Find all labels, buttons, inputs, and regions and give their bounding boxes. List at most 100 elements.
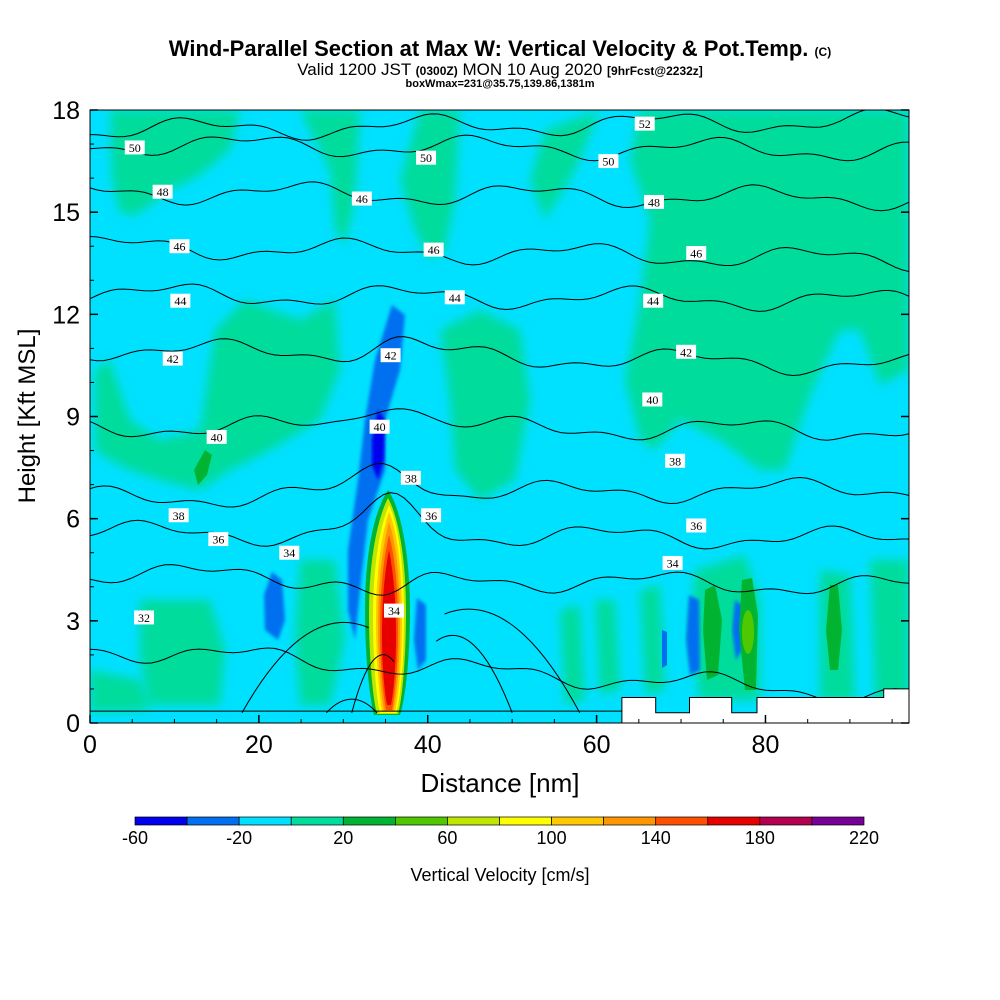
contour-label-box	[383, 603, 404, 618]
forecast-tag: [9hrFcst@2232z]	[607, 64, 703, 78]
colorbar-swatch	[707, 816, 761, 826]
contour-label-box	[665, 453, 686, 468]
contour-label-text: 48	[157, 185, 169, 199]
terrain-fill	[90, 688, 909, 723]
contour-label: 50	[416, 150, 437, 165]
contour-label: 46	[423, 242, 444, 257]
theta-contour-44	[90, 283, 909, 312]
contour-label-box	[444, 290, 465, 305]
colorbar-swatch	[551, 816, 604, 826]
contour-label: 42	[162, 351, 183, 366]
contour-label: 42	[676, 344, 697, 359]
contour-label-text: 48	[648, 195, 660, 209]
colorbar-tick-label: 100	[537, 828, 567, 848]
theta-contour-48	[90, 181, 909, 212]
colorbar-swatch	[811, 816, 865, 826]
contour-label-text: 44	[449, 291, 461, 305]
downdraft-cores	[264, 305, 742, 675]
contour-label-text: 46	[428, 243, 440, 257]
colorbar-tick-label: 140	[641, 828, 671, 848]
colorbar-swatch	[134, 816, 188, 826]
contour-label: 34	[279, 545, 300, 560]
theta-contour-lowlevel	[435, 635, 513, 713]
title-text: Wind-Parallel Section at Max W: Vertical…	[168, 36, 809, 61]
contour-label-box	[400, 470, 421, 485]
valid-prefix: Valid 1200 JST	[297, 60, 411, 79]
x-tick-label: 80	[752, 731, 780, 759]
contour-label-box	[416, 150, 437, 165]
contour-label: 46	[686, 246, 707, 261]
contour-label-box	[279, 545, 300, 560]
theta-contour-lowlevel	[444, 608, 581, 714]
theta-contour-lowlevel	[241, 621, 369, 714]
colorbar: -60 -20 20 60 100 140 180 220	[122, 816, 879, 848]
contour-label-text: 36	[690, 519, 702, 533]
contour-label: 40	[206, 429, 227, 444]
colorbar-swatch	[238, 816, 292, 826]
contour-label: 44	[170, 293, 191, 308]
contour-label-box	[643, 293, 664, 308]
contour-label-box	[598, 154, 619, 169]
y-tick-label: 9	[66, 404, 80, 432]
contour-label-text: 40	[211, 430, 223, 444]
colorbar-swatch	[290, 816, 344, 826]
x-tick-label: 60	[583, 731, 611, 759]
y-tick-label: 0	[66, 710, 80, 738]
colorbar-tick-label: 20	[333, 828, 353, 848]
theta-contour-46	[90, 236, 909, 272]
y-tick-label: 12	[52, 301, 80, 329]
contour-label-text: 42	[167, 352, 179, 366]
contour-label-text: 40	[646, 393, 658, 407]
colorbar-swatch	[759, 816, 813, 826]
colorbar-swatch	[603, 816, 657, 826]
contour-label-text: 40	[374, 420, 386, 434]
theta-contour-52	[90, 110, 909, 141]
y-tick-label: 3	[66, 608, 80, 636]
copyright-mark: (C)	[814, 45, 832, 59]
contour-label-text: 42	[385, 349, 397, 363]
theta-contour-40	[90, 408, 909, 441]
theta-contour-38	[90, 463, 909, 508]
contour-label: 38	[168, 508, 189, 523]
y-tick-label: 15	[52, 199, 80, 227]
contour-label: 52	[634, 116, 655, 131]
contour-label: 32	[134, 610, 155, 625]
y-tick-label: 18	[52, 97, 80, 125]
colorbar-label: Vertical Velocity [cm/s]	[410, 865, 589, 885]
colorbar-tick-label: 60	[437, 828, 457, 848]
contour-label: 48	[644, 194, 665, 209]
contour-label: 40	[369, 419, 390, 434]
contour-label-text: 32	[138, 611, 150, 625]
weak-updraft-cores	[194, 450, 842, 690]
velocity-field: 50 50 50 52 48 48 46 46 46 46 44 44 44 42 42 42 40 40 40 38…	[90, 110, 909, 723]
x-tick-label: 40	[414, 731, 442, 759]
contour-label: 34	[662, 555, 683, 570]
colorbar-tick-label: -60	[122, 828, 148, 848]
contour-label: 50	[124, 140, 145, 155]
contour-label-box	[380, 348, 401, 363]
colorbar-swatch	[395, 816, 448, 826]
contour-label-text: 42	[680, 345, 692, 359]
contour-label-box	[662, 555, 683, 570]
contour-label-box	[168, 508, 189, 523]
contour-label: 48	[152, 184, 173, 199]
contour-label: 36	[421, 508, 442, 523]
box-info: boxWmax=231@35.75,139.86,1381m	[405, 78, 595, 90]
contour-label-box	[134, 610, 155, 625]
contour-label-box	[634, 116, 655, 131]
contour-label-text: 46	[356, 192, 368, 206]
contour-label-text: 34	[388, 604, 400, 618]
contour-label: 36	[208, 532, 229, 547]
contour-label-text: 50	[420, 151, 432, 165]
contour-label: 46	[169, 239, 190, 254]
contour-label: 50	[598, 154, 619, 169]
theta-contour-32	[90, 647, 909, 705]
contour-label-text: 34	[667, 556, 679, 570]
contour-label-text: 52	[639, 117, 651, 131]
x-tick-label: 0	[83, 731, 97, 759]
weak-ascent-regions	[90, 110, 909, 712]
x-tick-label: 20	[245, 731, 273, 759]
contour-label-box	[351, 191, 372, 206]
y-tick-label: 6	[66, 506, 80, 534]
contour-label: 38	[400, 470, 421, 485]
